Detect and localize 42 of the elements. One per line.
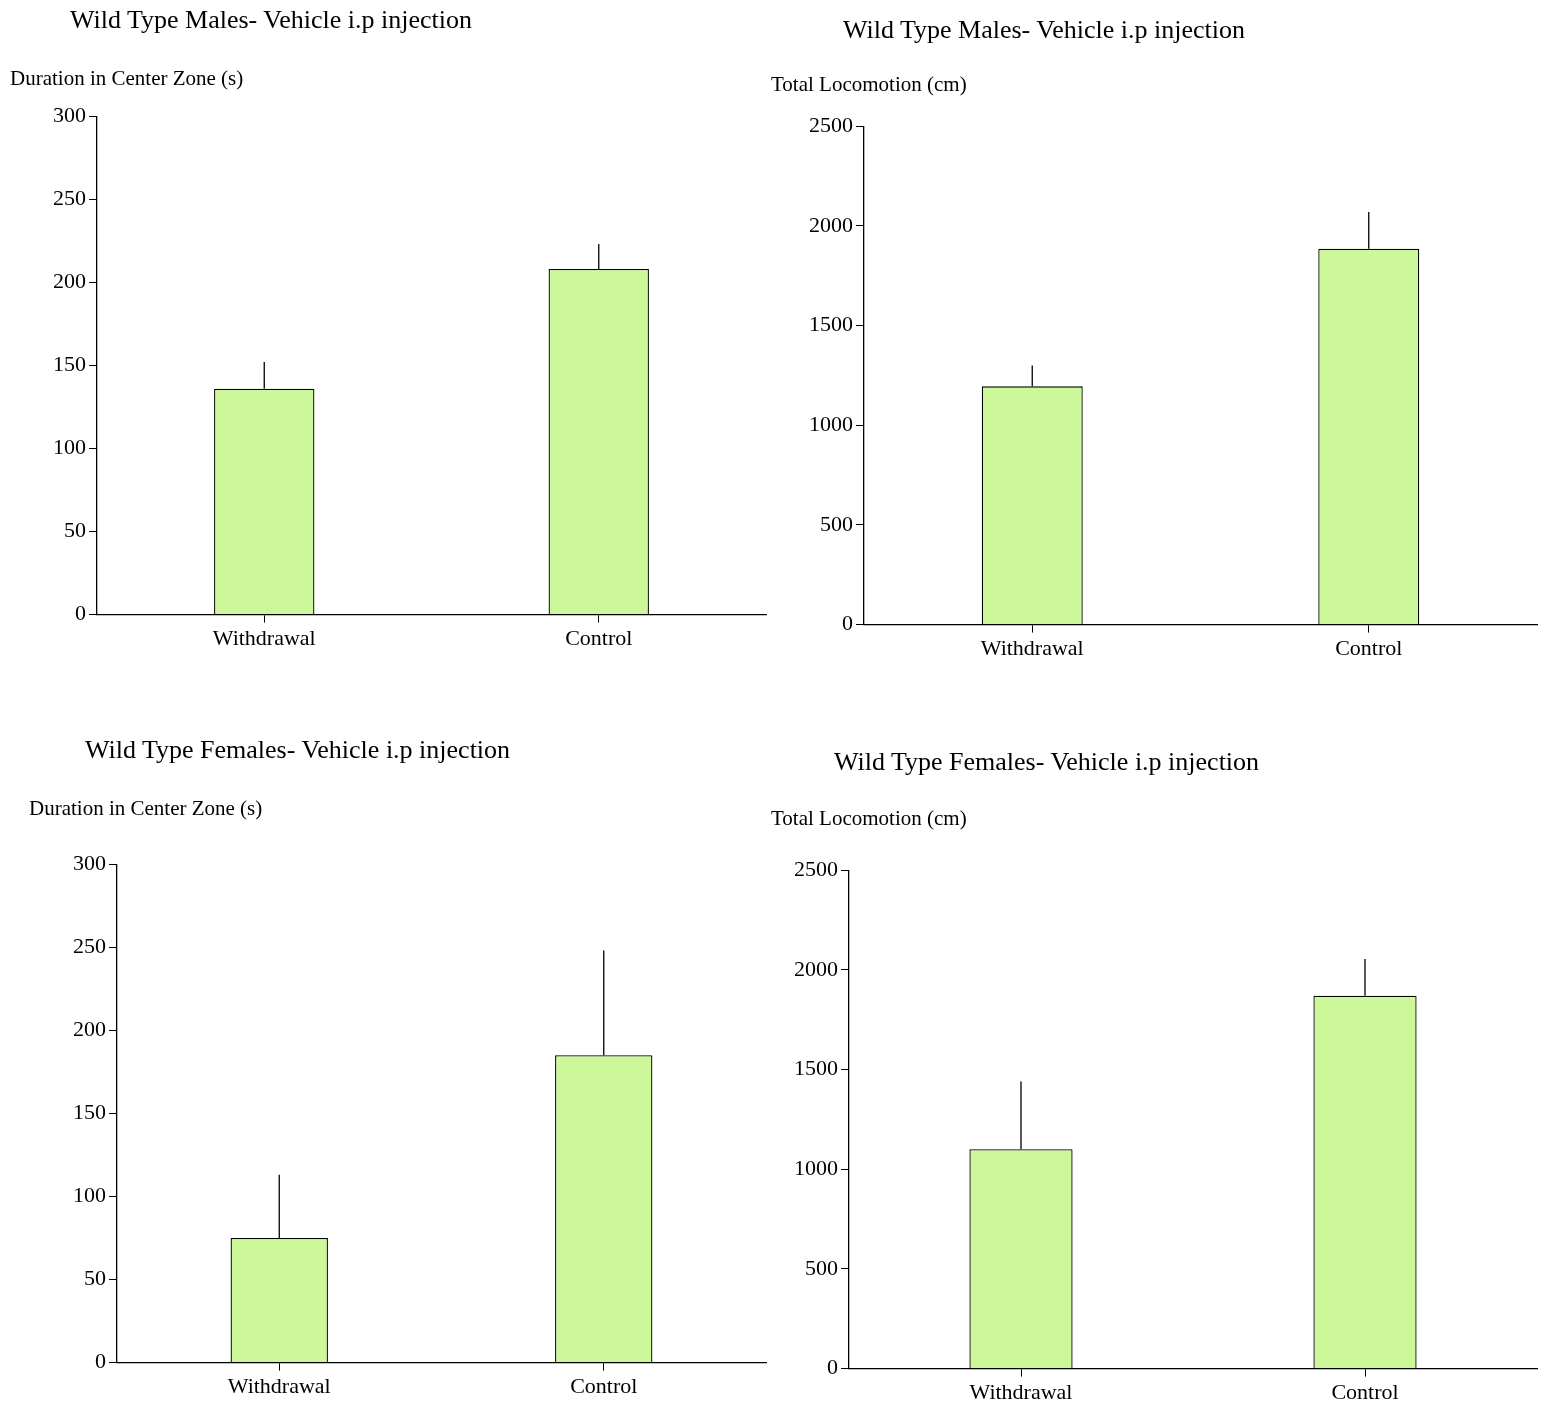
y-tick-label: 500 xyxy=(820,510,853,536)
y-tick-label: 2500 xyxy=(809,111,853,137)
y-tick-label: 1500 xyxy=(809,311,853,337)
y-tick-label: 50 xyxy=(84,1265,106,1291)
y-tick-label: 0 xyxy=(827,1354,838,1380)
x-tick-label: Withdrawal xyxy=(980,634,1084,660)
y-tick-label: 300 xyxy=(53,101,86,127)
y-tick-label: 1000 xyxy=(794,1155,838,1181)
x-tick-label: Control xyxy=(1331,1378,1399,1402)
y-tick-label: 2000 xyxy=(794,955,838,981)
y-tick-label: 100 xyxy=(53,434,86,460)
y-tick-label: 0 xyxy=(95,1348,106,1374)
y-tick-label: 2000 xyxy=(809,211,853,237)
x-tick-label: Control xyxy=(565,624,633,650)
y-tick-label: 150 xyxy=(53,351,86,377)
y-tick-label: 0 xyxy=(842,610,853,636)
y-tick-label: 1500 xyxy=(794,1055,838,1081)
y-axis-title: Duration in Center Zone (s) xyxy=(29,796,263,821)
y-tick-label: 250 xyxy=(53,185,86,211)
y-tick-label: 0 xyxy=(75,600,86,626)
x-tick-label: Withdrawal xyxy=(227,1372,331,1398)
x-tick-label: Withdrawal xyxy=(212,624,316,650)
chart-title: Wild Type Males- Vehicle i.p injection xyxy=(70,5,472,35)
y-axis-title: Total Locomotion (cm) xyxy=(771,72,967,97)
y-tick-label: 200 xyxy=(53,268,86,294)
y-tick-label: 500 xyxy=(805,1254,838,1280)
x-tick-label: Control xyxy=(570,1372,638,1398)
y-tick-label: 150 xyxy=(73,1099,106,1125)
x-tick-label: Withdrawal xyxy=(969,1378,1073,1402)
chart-title: Wild Type Females- Vehicle i.p injection xyxy=(85,735,511,765)
chart-title: Wild Type Males- Vehicle i.p injection xyxy=(843,15,1245,45)
y-tick-label: 50 xyxy=(64,517,86,543)
y-tick-label: 100 xyxy=(73,1182,106,1208)
x-tick-label: Control xyxy=(1335,634,1403,660)
y-tick-label: 1000 xyxy=(809,411,853,437)
y-tick-label: 200 xyxy=(73,1016,106,1042)
y-tick-label: 300 xyxy=(73,849,106,875)
chart-title: Wild Type Females- Vehicle i.p injection xyxy=(834,747,1260,777)
y-tick-label: 2500 xyxy=(794,855,838,881)
y-tick-label: 250 xyxy=(73,933,106,959)
y-axis-title: Duration in Center Zone (s) xyxy=(10,66,244,91)
y-axis-title: Total Locomotion (cm) xyxy=(771,806,967,831)
